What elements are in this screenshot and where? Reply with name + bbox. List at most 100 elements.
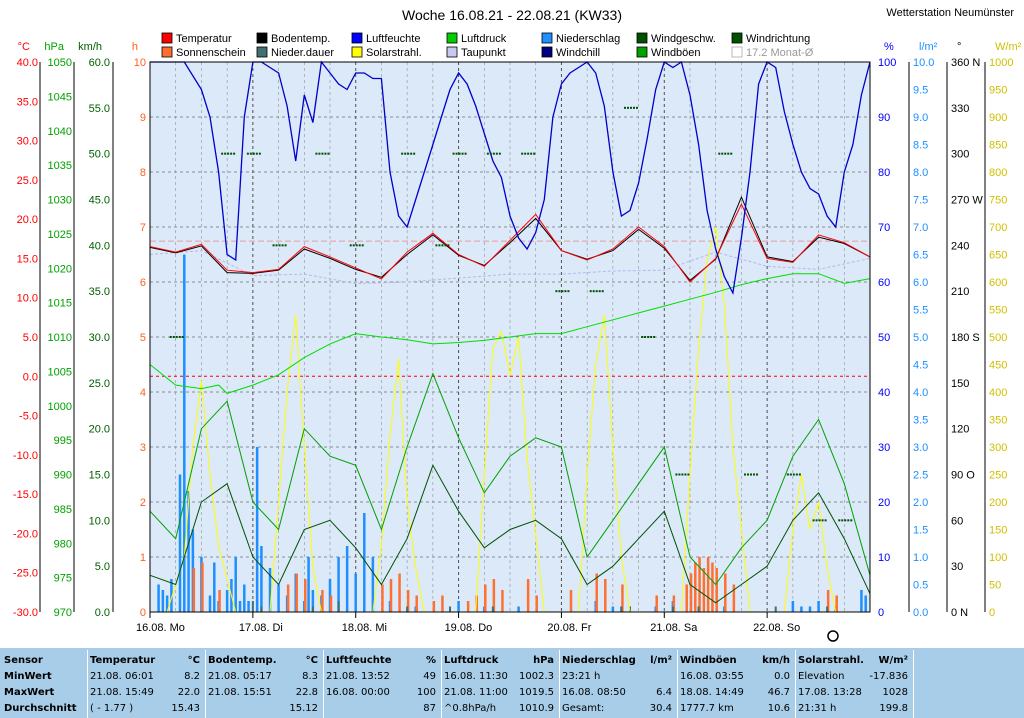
stats-cell: 87 (423, 703, 436, 714)
temp-tick-label: -25.0 (13, 568, 38, 580)
stats-column: Solarstrahl. W/m² Elevation -17.836 17.08. 1… (795, 648, 912, 718)
rain-bar (354, 573, 357, 612)
sunshine-bar (724, 573, 727, 612)
bar-layer (157, 254, 867, 612)
legend-entry: Sonnenschein (161, 46, 246, 59)
rain-bar (157, 584, 160, 612)
rain-tick-label: 5.0 (913, 332, 928, 344)
rain-bar (363, 513, 366, 612)
wind-direction-dot (564, 290, 567, 293)
stats-cell: 16.08. 08:50 6.4 (562, 687, 672, 698)
dir-tick-label: 60 (951, 515, 963, 527)
row-labels: Sensor MinWert MaxWert Durchschnitt (4, 648, 84, 718)
sunshine-bar (826, 590, 830, 612)
sunshine-bar (706, 557, 710, 612)
humidity-line (150, 60, 871, 296)
solar-tick-label: 350 (989, 415, 1007, 427)
press-tick-label: 975 (54, 573, 72, 585)
rain-duration-bar (337, 601, 340, 612)
solar-tick-label: 750 (989, 195, 1007, 207)
wind-tick-label: 0.0 (95, 607, 110, 619)
temp-tick-label: -10.0 (13, 450, 38, 462)
sunshine-bar (329, 595, 333, 612)
press-tick-label: 1035 (48, 160, 72, 172)
solar-tick-label: 1000 (989, 57, 1013, 69)
wind-direction-dot (355, 244, 358, 247)
press-tick-label: 1010 (48, 332, 72, 344)
row-label-max: MaxWert (4, 687, 55, 698)
wind-direction-dot (281, 244, 284, 247)
legend-entry: Nieder.dauer (256, 46, 334, 59)
sunshine-bar (492, 579, 496, 612)
rain-bar (800, 606, 803, 612)
legend-entry: Niederschlag (541, 32, 620, 45)
wind-tick-label: 25.0 (89, 378, 110, 390)
temperature-line (149, 203, 871, 283)
press-tick-label: 985 (54, 504, 72, 516)
sunshine-bar (218, 590, 221, 612)
hum-tick-label: 50 (878, 332, 890, 344)
rain-tick-label: 6.5 (913, 250, 928, 262)
sun-tick-label: 4 (140, 387, 146, 399)
stats-header: Niederschlag l/m² (562, 655, 672, 666)
wind-tick-label: 15.0 (89, 470, 110, 482)
wind-direction-dot (533, 152, 536, 155)
stats-column: Niederschlag l/m² 23:21 h 16.08. 08:50 6.4 Ge… (559, 648, 676, 718)
rain-tick-label: 0.5 (913, 580, 928, 592)
wind-direction-dot (721, 152, 724, 155)
stats-cell: 21.08. 06:01 8.2 (90, 671, 200, 682)
dir-tick-label: 30 (951, 561, 963, 573)
wind-direction-dot (730, 152, 733, 155)
temp-tick-label: -30.0 (13, 607, 38, 619)
wind-direction-dot (798, 473, 801, 476)
svg-text:17.2 Monat-Ø: 17.2 Monat-Ø (746, 47, 814, 59)
wind-direction-dot (407, 152, 410, 155)
temp-tick-label: 30.0 (17, 136, 38, 148)
sunshine-bar (689, 573, 693, 612)
wind-tick-label: 10.0 (89, 515, 110, 527)
sunshine-bar (304, 579, 307, 612)
rain-tick-label: 9.5 (913, 85, 928, 97)
wind-direction-dot (255, 152, 258, 155)
temp-tick-label: -15.0 (13, 489, 38, 501)
wind-direction-dot (181, 336, 184, 338)
sunshine-bar (604, 579, 607, 612)
wind-direction-dot (786, 473, 789, 476)
temp-tick-label: 5.0 (23, 332, 38, 344)
wind-direction-dot (561, 290, 564, 293)
stats-cell: 16.08. 00:00 100 (326, 687, 436, 698)
hum-tick-label: 70 (878, 222, 890, 234)
svg-text:Luftfeuchte: Luftfeuchte (366, 33, 420, 45)
wind-direction-dot (595, 290, 598, 293)
wind-direction-dot (598, 290, 601, 293)
svg-text:Windrichtung: Windrichtung (746, 33, 810, 45)
rain-bar (345, 546, 349, 612)
hum-tick-label: 20 (878, 497, 890, 509)
wind-direction-dot (624, 106, 626, 109)
rain-bar (311, 590, 315, 612)
sunshine-bar (698, 557, 701, 612)
sun-tick-label: 10 (134, 57, 146, 69)
sunshine-bar (201, 562, 204, 612)
dewpoint-line (149, 250, 871, 285)
svg-text:Windgeschw.: Windgeschw. (651, 33, 716, 45)
stats-cell: 1777.7 km 10.6 (680, 703, 790, 714)
rain-bar (817, 601, 820, 612)
stats-cell: 16.08. 11:30 1002.3 (444, 671, 554, 682)
wind-direction-dot (489, 152, 492, 155)
wind-direction-dot (284, 244, 287, 247)
sunshine-bar (381, 584, 384, 612)
wind-direction-dot (233, 152, 236, 155)
wind-direction-dot (650, 336, 653, 338)
wind-direction-dot (675, 473, 678, 476)
station-name: Wetterstation Neumünster (886, 7, 1014, 19)
wind-direction-dot (756, 473, 758, 476)
stats-cell: 21.08. 15:51 22.8 (208, 687, 318, 698)
temp-tick-label: 25.0 (17, 175, 38, 187)
dir-unit-label: ° (957, 41, 961, 53)
wind-direction-dot (821, 519, 824, 522)
wind-direction-dot (592, 290, 595, 293)
stats-cell: 21:31 h 199.8 (798, 703, 908, 714)
temp-tick-label: -20.0 (13, 528, 38, 540)
rain-unit-label: l/m² (919, 41, 938, 53)
